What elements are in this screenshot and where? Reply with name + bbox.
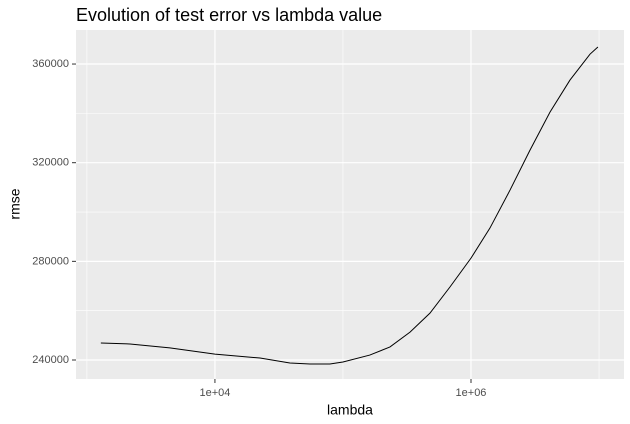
x-tick-label: 1e+06 [456,387,487,399]
y-tick-label: 240000 [32,354,69,366]
line [100,46,599,365]
y-axis-label: rmse [7,188,23,219]
chart-title: Evolution of test error vs lambda value [76,5,382,25]
x-axis-label: lambda [327,402,373,418]
y-tick-label: 320000 [32,157,69,169]
y-tick-label: 280000 [32,255,69,267]
y-tick-label: 360000 [32,58,69,70]
panel [76,30,624,379]
x-tick-label: 1e+04 [199,387,230,399]
